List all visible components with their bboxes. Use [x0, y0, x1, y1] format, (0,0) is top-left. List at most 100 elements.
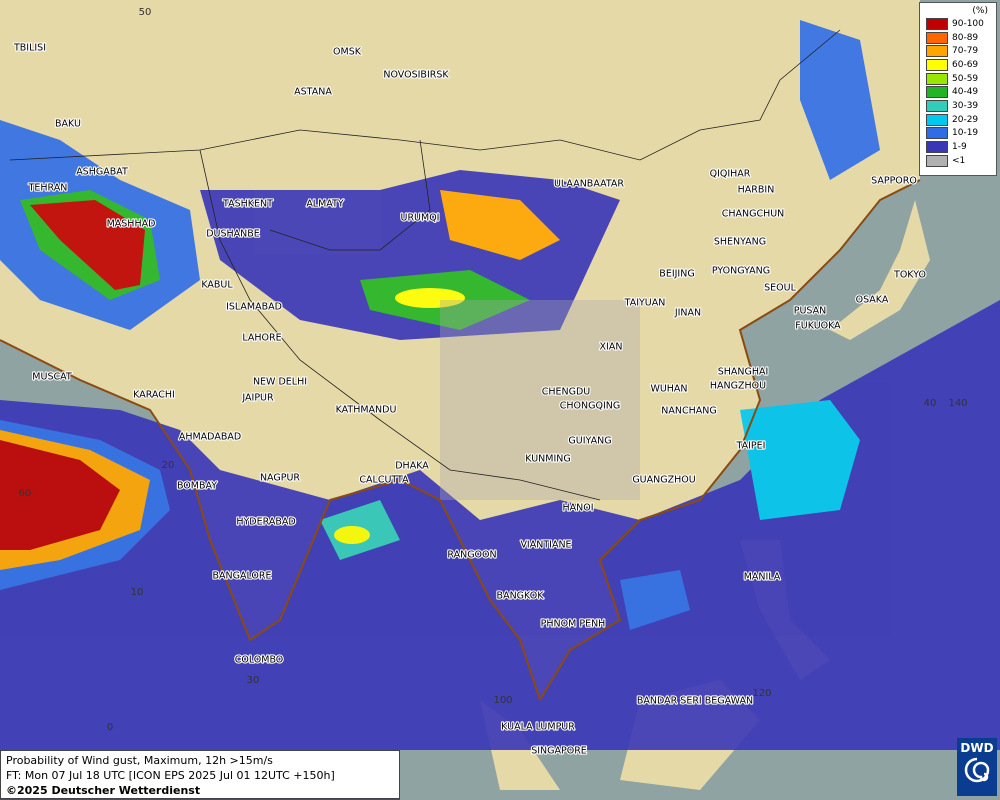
city-label: NAGPUR [260, 473, 300, 484]
city-label: BANGKOK [497, 591, 545, 602]
legend-entry: 1-9 [920, 140, 996, 154]
city-label: BANGALORE [212, 571, 271, 582]
city-label: OSAKA [856, 295, 889, 306]
legend-swatch [926, 86, 948, 99]
city-label: MUSCAT [32, 372, 72, 383]
city-label: ISLAMABAD [226, 302, 282, 313]
city-label: PUSAN [794, 306, 827, 317]
legend-entry: 70-79 [920, 44, 996, 58]
city-label: NANCHANG [661, 406, 716, 417]
grid-label: 40 [924, 398, 937, 409]
city-label: RANGOON [447, 550, 496, 561]
legend-swatch [926, 72, 948, 85]
city-label: JINAN [674, 308, 701, 319]
grid-label: 30 [247, 675, 260, 686]
city-label: KUALA LUMPUR [501, 722, 575, 733]
city-label: PHNOM PENH [541, 619, 606, 630]
city-label: SHANGHAI [718, 367, 769, 378]
logo: DWD [957, 738, 997, 796]
legend-swatch [926, 154, 948, 167]
city-label: TEHRAN [28, 183, 68, 194]
legend-label: 20-29 [952, 114, 979, 125]
city-label: CHENGDU [542, 387, 591, 398]
grid-label: 0 [107, 722, 113, 733]
city-label: HYDERABAD [236, 517, 295, 528]
legend-label: 90-100 [952, 18, 984, 29]
city-label: COLOMBO [235, 655, 284, 666]
legend-label: 50-59 [952, 73, 979, 84]
city-label: KATHMANDU [336, 405, 397, 416]
city-label: AHMADABAD [179, 432, 241, 443]
grid-label: 120 [752, 688, 771, 699]
city-label: ASHGABAT [76, 167, 128, 178]
legend-label: 60-69 [952, 59, 979, 70]
legend-entry: <1 [920, 154, 996, 168]
city-label: GUANGZHOU [632, 475, 695, 486]
city-label: QIQIHAR [710, 169, 751, 180]
city-label: FUKUOKA [795, 321, 841, 332]
legend-label: 1-9 [952, 142, 967, 153]
grid-label: 20 [162, 460, 175, 471]
forecast-text: FT: Mon 07 Jul 18 UTC [ICON EPS 2025 Jul… [6, 769, 335, 782]
legend-swatch [926, 17, 948, 30]
legend-label: 40-49 [952, 87, 979, 98]
city-label: ALMATY [306, 199, 344, 210]
legend-entry: 20-29 [920, 113, 996, 127]
city-label: BEIJING [659, 269, 694, 280]
city-label: KARACHI [133, 390, 175, 401]
legend-entry: 60-69 [920, 58, 996, 72]
product-text: Probability of Wind gust, Maximum, 12h >… [6, 754, 273, 767]
city-label: DUSHANBE [206, 229, 260, 240]
city-label: KABUL [201, 280, 233, 291]
legend-entry: 10-19 [920, 127, 996, 141]
legend-swatch [926, 31, 948, 44]
city-label: CALCUTTA [359, 475, 409, 486]
legend-entry: 30-39 [920, 99, 996, 113]
city-label: URUMQI [401, 213, 440, 224]
city-label: OMSK [333, 47, 362, 58]
city-label: ASTANA [294, 87, 332, 98]
city-label: PYONGYANG [712, 266, 770, 277]
legend-label: <1 [952, 155, 966, 166]
city-label: TAIYUAN [624, 298, 666, 309]
city-label: SAPPORO [871, 176, 917, 187]
legend-swatch [926, 58, 948, 71]
city-label: TOKYO [893, 270, 926, 281]
city-label: TASHKENT [222, 199, 273, 210]
city-label: TBILISI [13, 43, 46, 54]
probability-field [0, 20, 1000, 800]
city-label: VIANTIANE [520, 540, 571, 551]
city-label: DHAKA [395, 461, 429, 472]
legend-entry: 50-59 [920, 72, 996, 86]
city-label: HARBIN [738, 185, 775, 196]
city-label: BANDAR SERI BEGAWAN [637, 696, 753, 707]
legend-swatch [926, 45, 948, 58]
legend-entry: 90-100 [920, 17, 996, 31]
city-label: XIAN [600, 342, 623, 353]
legend-swatch [926, 99, 948, 112]
logo-icon [964, 757, 990, 783]
legend-label: 10-19 [952, 128, 979, 139]
grid-label: 50 [139, 7, 152, 18]
city-label: SHENYANG [714, 237, 766, 248]
city-label: CHANGCHUN [722, 209, 785, 220]
footer: Probability of Wind gust, Maximum, 12h >… [0, 750, 400, 799]
city-label: MASHHAD [107, 219, 156, 230]
city-label: ULAANBAATAR [554, 179, 624, 190]
city-label: MANILA [744, 572, 781, 583]
borders [9, 29, 841, 501]
city-label: HANOI [562, 503, 593, 514]
grid-label: 100 [493, 695, 512, 706]
city-label: KUNMING [525, 454, 571, 465]
coastline [0, 179, 921, 701]
city-label: SEOUL [764, 283, 796, 294]
grid-label: 10 [131, 587, 144, 598]
city-label: JAIPUR [241, 393, 274, 404]
city-label: CHONGQING [560, 401, 620, 412]
grid-label: 60 [19, 488, 32, 499]
legend-label: 80-89 [952, 32, 979, 43]
city-label: TAIPEI [736, 441, 766, 452]
city-label: GUIYANG [568, 436, 611, 447]
